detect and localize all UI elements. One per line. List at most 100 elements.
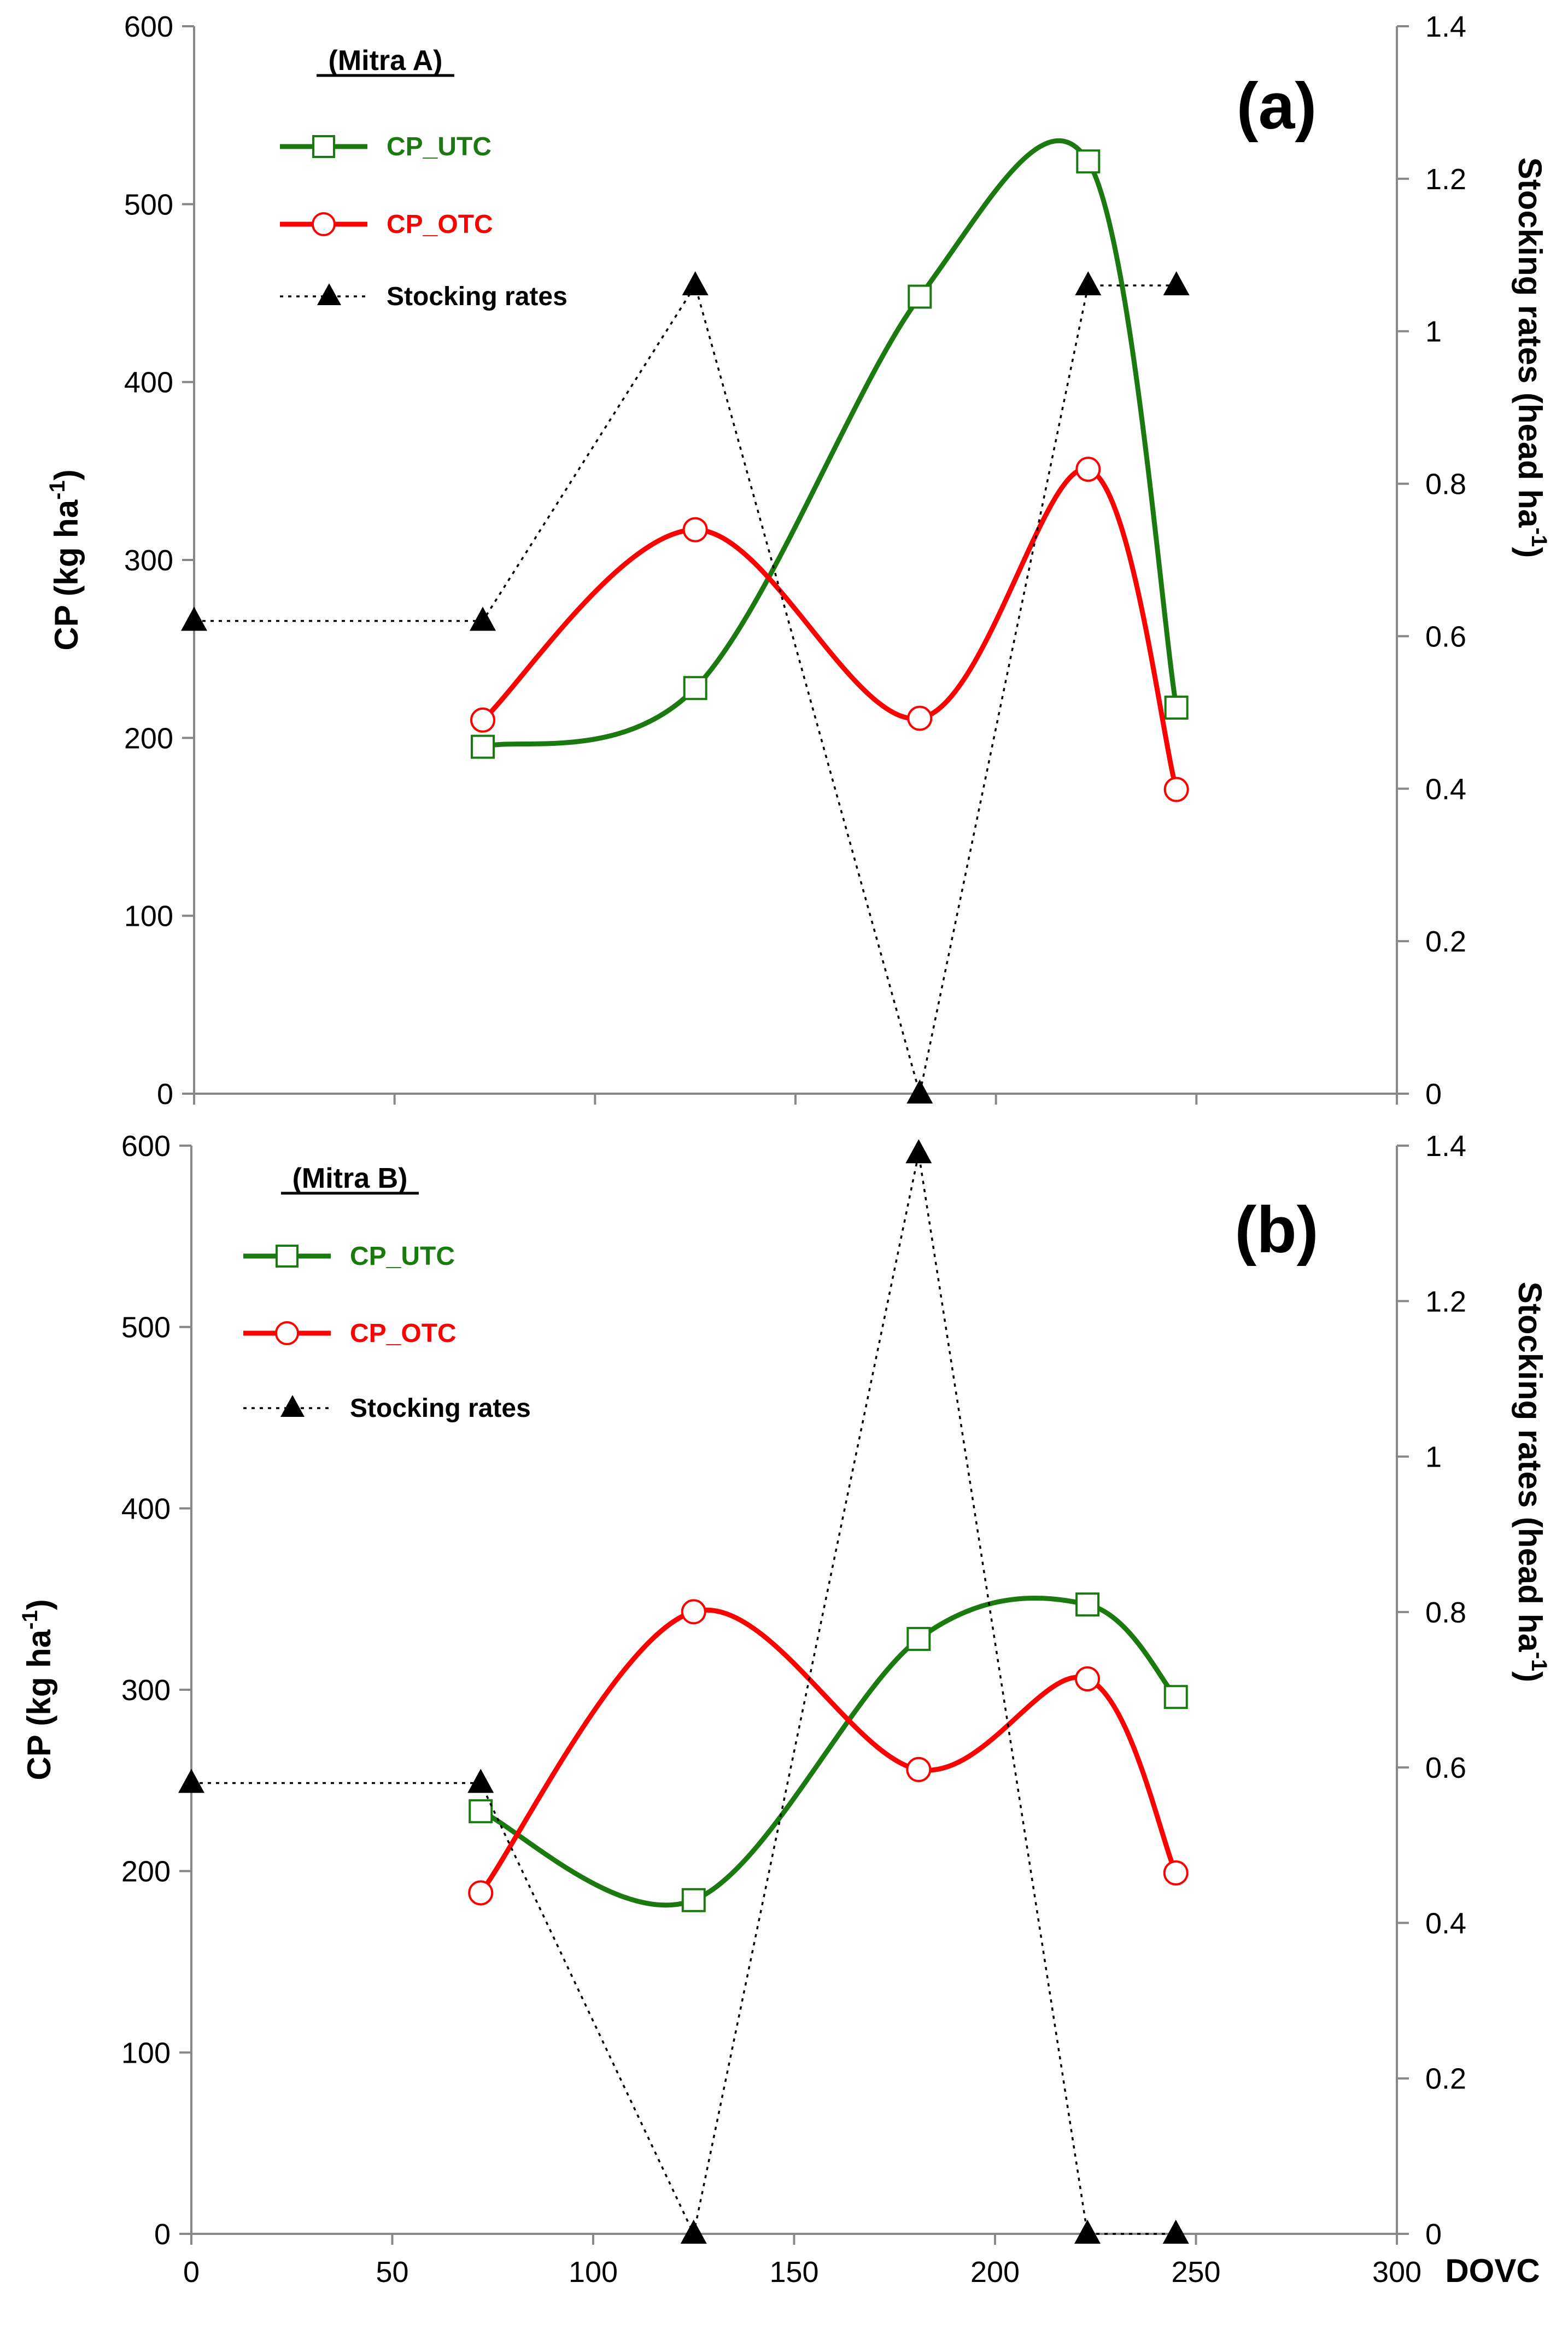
data-point-square [1075,1592,1100,1617]
panel-title: (Mitra B) [292,1163,408,1194]
legend-marker-square [312,135,335,158]
legend-label: CP_OTC [387,210,493,239]
legend-item: CP_UTC [243,1242,455,1271]
left-tick-label: 600 [124,10,173,43]
left-tick-label: 200 [121,1855,171,1888]
data-point-circle [681,1599,706,1625]
data-point-circle [682,517,708,542]
right-tick-label: 1.4 [1425,10,1466,43]
x-tick-label: 300 [1372,2256,1421,2289]
x-tick-label: 200 [970,2256,1020,2289]
left-tick-label: 500 [121,1311,171,1344]
right-tick-label: 0.4 [1425,773,1466,805]
data-point-square [471,734,495,759]
data-point-circle [907,705,933,731]
x-tick-label: 100 [569,2256,618,2289]
series-line [479,1596,1178,1908]
legend: CP_UTC CP_OTC Stocking rates [243,1242,531,1423]
left-y-axis-label: CP (kg ha-1) [45,469,85,650]
left-y-axis-label: CP (kg ha-1) [18,1599,57,1780]
data-point-circle [1075,457,1101,482]
series-cp-otc [468,1599,1189,1906]
right-tick-label: 1.4 [1425,1130,1466,1163]
data-point-square [906,1627,931,1651]
right-tick-label: 0.6 [1425,1752,1466,1784]
left-tick-label: 300 [121,1674,171,1707]
data-point-circle [1075,1666,1101,1692]
chart-panel-a: 0 100 200 300 400 500 600 0 0.2 0.4 0.6 0.8 1 1.2 1.4 C… [45,10,1551,1111]
left-tick-label: 100 [121,2036,171,2069]
left-tick-label: 400 [121,1492,171,1525]
data-point-circle [468,1880,494,1906]
panel-letter: (b) [1234,1193,1318,1266]
left-y-label-sup: -1 [45,480,69,500]
panel-title: (Mitra A) [329,45,443,77]
data-point-circle [1163,1860,1189,1886]
left-y-label-sup: -1 [18,1610,42,1630]
left-y-label-close: ) [21,1599,57,1610]
data-point-triangle [1163,271,1190,296]
x-axis-label: DOVC [1445,2252,1540,2289]
data-point-triangle [905,1139,932,1164]
panel-letter: (a) [1237,69,1317,143]
legend-label: CP_UTC [350,1242,455,1271]
data-point-triangle [680,2220,707,2244]
data-point-triangle [470,606,496,631]
data-point-square [1164,696,1189,720]
series-line [191,1153,1176,2237]
right-tick-label: 1 [1425,1441,1442,1474]
series-stocking-rates [181,271,1190,1104]
right-tick-label: 1.2 [1425,163,1466,196]
x-tick-label: 50 [376,2256,408,2289]
data-point-triangle [181,606,207,631]
series-stocking-rates [178,1139,1189,2244]
legend-marker-circle [312,212,336,236]
series-line [478,1607,1178,1895]
legend-item: CP_OTC [243,1319,457,1348]
series-line [482,138,1179,749]
legend-marker-triangle [317,283,341,305]
legend-item: CP_OTC [280,210,493,239]
data-point-square [1163,1685,1188,1709]
chart-panel-b: 0 100 200 300 400 500 600 0 0.2 0.4 0.6 0.8 1 1.2 1.4 0… [18,1130,1551,2289]
right-y-label-close: ) [1512,1671,1548,1682]
data-point-square [1076,149,1101,174]
left-tick-label: 100 [124,900,173,933]
legend-marker-square [276,1245,299,1268]
right-y-label-main: Stocking rates (head ha [1512,157,1548,528]
data-point-triangle [682,271,709,296]
legend-label: CP_OTC [350,1319,457,1348]
left-tick-label: 400 [124,366,173,399]
data-point-triangle [178,1768,204,1793]
data-point-triangle [1074,2220,1101,2244]
right-tick-label: 0.8 [1425,468,1466,501]
right-tick-label: 0.4 [1425,1907,1466,1940]
left-tick-label: 200 [124,722,173,755]
right-tick-label: 0.8 [1425,1596,1466,1629]
data-point-triangle [1162,2220,1189,2244]
right-tick-label: 0 [1425,2218,1442,2251]
data-point-circle [470,707,495,733]
left-tick-label: 0 [154,2218,171,2251]
left-y-label-main: CP (kg ha [21,1629,57,1780]
left-y-label-close: ) [48,469,85,480]
series-line [194,283,1177,1094]
left-tick-label: 300 [124,544,173,577]
series-cp-otc [470,457,1189,802]
data-point-circle [906,1756,932,1782]
data-point-triangle [906,1079,933,1104]
data-point-square [683,676,707,701]
right-y-label-sup: -1 [1527,1652,1551,1672]
left-tick-label: 0 [157,1078,173,1111]
right-tick-label: 0.6 [1425,620,1466,653]
series-cp-utc [469,1592,1188,1912]
left-y-label-main: CP (kg ha [48,499,85,650]
data-point-square [681,1888,706,1912]
right-y-label-sup: -1 [1527,528,1551,547]
right-tick-label: 1 [1425,316,1442,348]
right-y-label-main: Stocking rates (head ha [1512,1282,1548,1652]
legend-item: Stocking rates [280,282,567,311]
legend-item: CP_UTC [280,132,492,161]
legend-marker-circle [275,1321,299,1345]
